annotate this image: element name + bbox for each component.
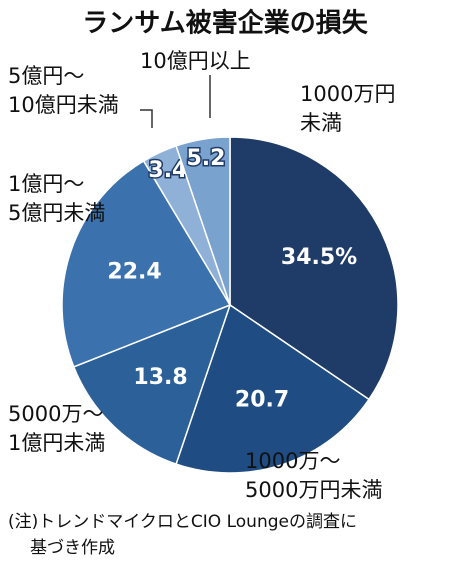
pie-slice: [229, 136, 399, 401]
value-label: 20.7: [235, 388, 289, 413]
value-label: 22.4: [107, 260, 161, 285]
note: 基づき作成: [30, 538, 115, 558]
category-label: 1000万円: [300, 82, 395, 106]
category-label: 5億円〜: [8, 64, 84, 88]
category-label: 5000万〜: [8, 402, 103, 426]
category-label: 1000万〜: [245, 449, 340, 473]
value-label: 5.2: [186, 146, 225, 171]
pie-slice: [175, 136, 231, 306]
category-label: 未満: [300, 111, 342, 135]
pie-slice: [175, 303, 370, 474]
leader-line: [140, 109, 153, 128]
value-label: 3.4: [148, 158, 187, 183]
category-label: 5000万円未満: [245, 478, 382, 502]
pie-slice: [72, 303, 232, 466]
category-label: 5億円未満: [8, 201, 105, 225]
category-label: 10億円未満: [8, 93, 119, 117]
pie-slice: [61, 159, 232, 368]
value-label: 13.8: [133, 365, 187, 390]
category-label: 1億円〜: [8, 172, 84, 196]
note: (注)トレンドマイクロとCIO Loungeの調査に: [8, 512, 357, 532]
category-label: 1億円未満: [8, 431, 105, 455]
category-label: 10億円以上: [140, 49, 251, 73]
value-label: 34.5%: [281, 245, 357, 270]
chart-title: ランサム被害企業の損失: [82, 8, 368, 39]
